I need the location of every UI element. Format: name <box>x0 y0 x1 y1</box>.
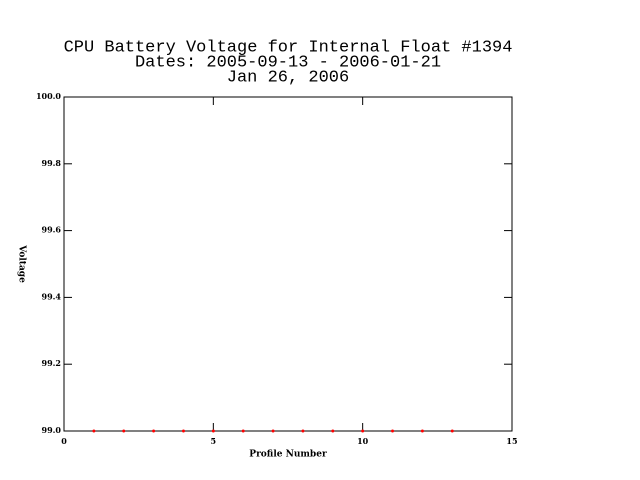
y-tick-label: 99.4 <box>42 291 62 301</box>
data-point <box>92 429 96 433</box>
x-tick-label: 10 <box>357 436 369 446</box>
chart-subtitle: Dates: 2005-09-13 - 2006-01-21 <box>135 53 441 72</box>
data-point <box>271 429 275 433</box>
data-point <box>152 429 156 433</box>
data-point <box>450 429 454 433</box>
data-point <box>361 429 365 433</box>
y-tick-label: 99.8 <box>42 158 62 168</box>
chart-date: Jan 26, 2006 <box>227 68 349 87</box>
y-tick-label: 99.0 <box>42 425 62 435</box>
data-point <box>391 429 395 433</box>
y-tick-label: 100.0 <box>36 91 61 101</box>
data-point <box>331 429 335 433</box>
x-tick-label: 5 <box>211 436 217 446</box>
x-tick-label: 15 <box>506 436 517 446</box>
data-point <box>181 429 185 433</box>
data-point <box>301 429 305 433</box>
x-tick-label: 0 <box>61 436 67 446</box>
y-tick-label: 99.6 <box>42 225 62 235</box>
data-point <box>122 429 126 433</box>
chart-title: CPU Battery Voltage for Internal Float #… <box>64 38 513 57</box>
x-axis-label: Profile Number <box>249 450 327 460</box>
data-point <box>211 429 215 433</box>
y-axis-label: Voltage <box>17 244 27 283</box>
plot-frame <box>63 96 513 432</box>
data-point <box>420 429 424 433</box>
data-point <box>241 429 245 433</box>
y-tick-label: 99.2 <box>42 358 61 368</box>
